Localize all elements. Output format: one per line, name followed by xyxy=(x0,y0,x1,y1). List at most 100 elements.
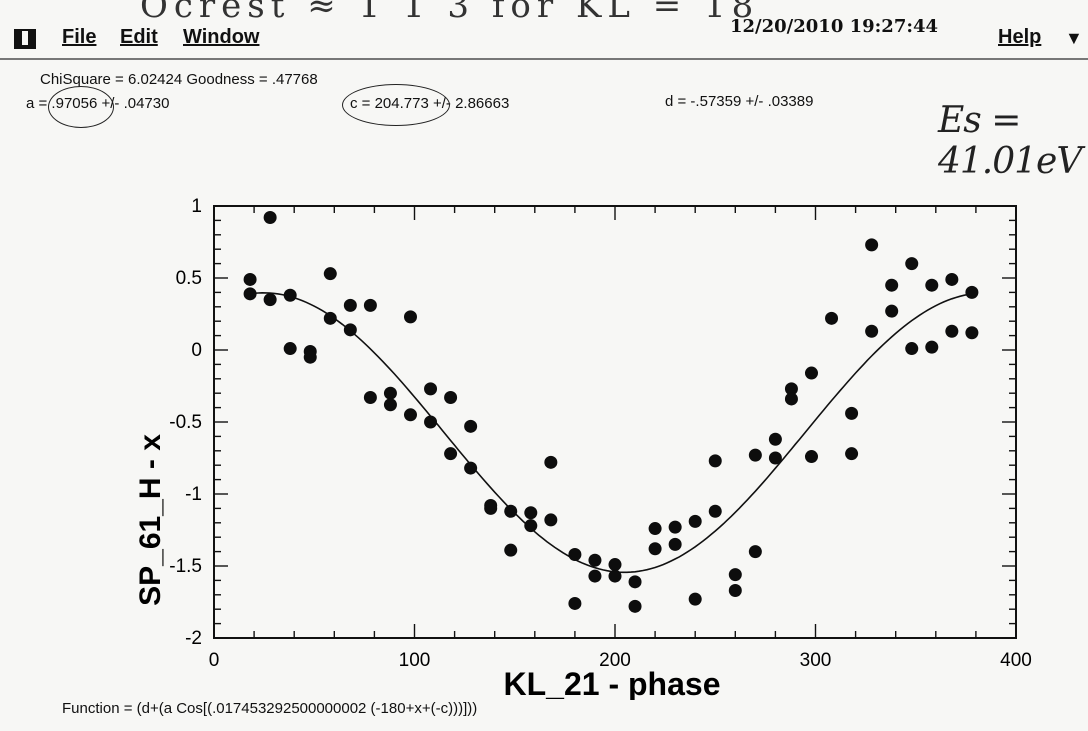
data-point xyxy=(648,522,662,536)
data-point xyxy=(668,520,682,534)
data-point xyxy=(768,451,782,465)
y-tick-label: 1 xyxy=(191,196,202,217)
data-point xyxy=(804,450,818,464)
menu-file[interactable]: File xyxy=(62,26,97,48)
data-point xyxy=(608,558,622,572)
data-point xyxy=(484,501,498,515)
data-point xyxy=(845,406,859,420)
function-readout: Function = (d+(a Cos[(.01745329250000000… xyxy=(62,700,478,717)
data-point xyxy=(865,324,879,338)
param-d-readout: d = -.57359 +/- .03389 xyxy=(665,93,814,110)
data-point xyxy=(403,310,417,324)
data-point xyxy=(608,569,622,583)
data-point xyxy=(424,382,438,396)
handdrawn-circle-c xyxy=(342,84,450,126)
data-point xyxy=(343,298,357,312)
data-point xyxy=(925,278,939,292)
data-point xyxy=(303,350,317,364)
data-point xyxy=(905,342,919,356)
data-point xyxy=(504,543,518,557)
data-point xyxy=(885,278,899,292)
data-point xyxy=(628,575,642,589)
data-point xyxy=(688,514,702,528)
data-point xyxy=(728,583,742,597)
data-point xyxy=(243,272,257,286)
data-point xyxy=(464,461,478,475)
data-point xyxy=(768,432,782,446)
fit-curve xyxy=(250,291,973,574)
handwritten-es-note: Es = 41.01eV xyxy=(938,100,1082,182)
menu-edit[interactable]: Edit xyxy=(120,26,158,48)
x-tick-label: 0 xyxy=(209,650,220,671)
data-point xyxy=(424,415,438,429)
data-point xyxy=(343,323,357,337)
data-point xyxy=(323,311,337,325)
menu-help[interactable]: Help xyxy=(998,26,1042,48)
y-tick-label: -1.5 xyxy=(169,556,202,577)
data-point xyxy=(628,599,642,613)
x-axis-label: KL_21 - phase xyxy=(504,666,721,700)
y-tick-label: -2 xyxy=(185,628,202,649)
data-point xyxy=(544,455,558,469)
data-point xyxy=(965,285,979,299)
scatter-chart: 0 100 200 300 400 -2 -1.5 -1 -0.5 0 0.5 1 SP_61_H -… xyxy=(134,196,1032,700)
data-point xyxy=(323,267,337,281)
y-tick-label: -0.5 xyxy=(169,412,202,433)
data-point xyxy=(945,272,959,286)
data-point xyxy=(885,304,899,318)
data-point xyxy=(965,326,979,340)
data-point xyxy=(688,592,702,606)
data-point xyxy=(544,513,558,527)
data-point xyxy=(283,288,297,302)
x-tick-label: 200 xyxy=(599,650,631,671)
data-point xyxy=(945,324,959,338)
y-tick-label: 0.5 xyxy=(176,268,202,289)
data-point xyxy=(383,386,397,400)
menu-window[interactable]: Window xyxy=(183,26,260,48)
data-point xyxy=(568,547,582,561)
y-axis-label: SP_61_H - x xyxy=(134,434,167,606)
data-point xyxy=(905,257,919,271)
data-point xyxy=(804,366,818,380)
data-point xyxy=(444,447,458,461)
data-point xyxy=(784,392,798,406)
data-point xyxy=(784,382,798,396)
datetime-display: 12/20/2010 19:27:44 xyxy=(730,16,939,37)
handdrawn-circle-a xyxy=(48,86,114,128)
data-point xyxy=(748,448,762,462)
data-point xyxy=(825,311,839,325)
data-point xyxy=(504,504,518,518)
data-point xyxy=(568,596,582,610)
data-point xyxy=(845,447,859,461)
data-point xyxy=(243,287,257,301)
data-point xyxy=(865,238,879,252)
data-point xyxy=(588,553,602,567)
x-tick-label: 100 xyxy=(399,650,431,671)
data-point xyxy=(728,568,742,582)
data-point xyxy=(403,408,417,422)
app-icon[interactable] xyxy=(14,29,36,49)
data-point xyxy=(363,298,377,312)
data-point xyxy=(648,542,662,556)
data-point xyxy=(283,342,297,356)
data-point xyxy=(668,537,682,551)
data-point xyxy=(464,419,478,433)
x-tick-label: 400 xyxy=(1000,650,1032,671)
data-point xyxy=(383,398,397,412)
data-point xyxy=(263,293,277,307)
data-point xyxy=(588,569,602,583)
data-point xyxy=(444,391,458,405)
data-point xyxy=(748,545,762,559)
data-point xyxy=(263,211,277,225)
chisquare-readout: ChiSquare = 6.02424 Goodness = .47768 xyxy=(40,71,318,88)
handwritten-note: Ocrest ≈ 1 1 3 for KL = 18 xyxy=(140,0,760,26)
data-point xyxy=(925,340,939,354)
chevron-down-icon[interactable]: ▼ xyxy=(1065,28,1083,48)
data-point xyxy=(363,391,377,405)
data-point xyxy=(524,506,538,520)
data-point xyxy=(708,504,722,518)
menu-bar: Ocrest ≈ 1 1 3 for KL = 18 File Edit Win… xyxy=(0,0,1088,60)
data-point xyxy=(524,519,538,533)
data-point xyxy=(708,454,722,468)
y-tick-label: 0 xyxy=(191,340,202,361)
